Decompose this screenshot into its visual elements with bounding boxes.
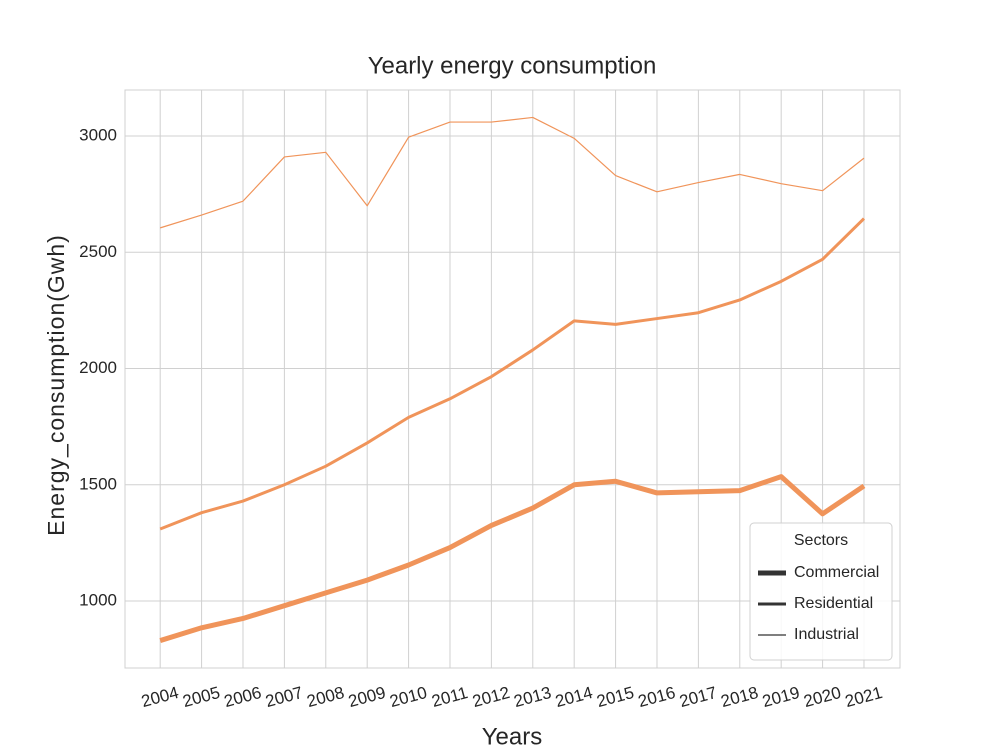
x-tick-label: 2004 xyxy=(139,683,180,711)
legend-label: Commercial xyxy=(794,564,879,581)
y-tick-label: 2000 xyxy=(79,358,117,377)
x-tick-label: 2021 xyxy=(843,683,884,711)
y-tick-label: 1000 xyxy=(79,591,117,610)
y-tick-label: 2500 xyxy=(79,242,117,261)
x-tick-label: 2019 xyxy=(760,683,801,711)
x-tick-label: 2007 xyxy=(263,683,304,711)
x-tick-label: 2006 xyxy=(222,683,263,711)
x-tick-label: 2009 xyxy=(346,683,387,711)
x-tick-label: 2011 xyxy=(430,683,470,711)
legend-box xyxy=(749,522,893,661)
series-line xyxy=(159,217,866,531)
x-tick-label: 2020 xyxy=(802,683,843,711)
plot-frame xyxy=(124,89,901,669)
x-tick-label: 2005 xyxy=(181,683,222,711)
x-tick-label: 2013 xyxy=(512,683,553,711)
series-line xyxy=(159,474,866,643)
x-tick-label: 2016 xyxy=(636,683,677,711)
x-axis-label: Years xyxy=(482,723,543,750)
legend-title: Sectors xyxy=(794,532,848,549)
x-tick-label: 2008 xyxy=(305,683,346,711)
series-line xyxy=(160,116,865,229)
legend-label: Residential xyxy=(794,595,873,612)
x-tick-label: 2014 xyxy=(553,683,594,711)
legend: Sectors Commercial Residential Industrial xyxy=(749,522,893,661)
x-tick-label: 2017 xyxy=(677,683,718,711)
legend-label: Industrial xyxy=(794,626,859,643)
x-tick-label: 2018 xyxy=(719,683,760,711)
y-tick-label: 1500 xyxy=(79,474,117,493)
y-axis-label: Energy_consumption(Gwh) xyxy=(43,234,69,536)
x-tick-label: 2015 xyxy=(595,683,636,711)
x-tick-label: 2012 xyxy=(470,683,511,711)
chart-title: Yearly energy consumption xyxy=(368,52,657,79)
y-tick-label: 3000 xyxy=(79,126,117,145)
x-tick-label: 2010 xyxy=(388,683,429,711)
